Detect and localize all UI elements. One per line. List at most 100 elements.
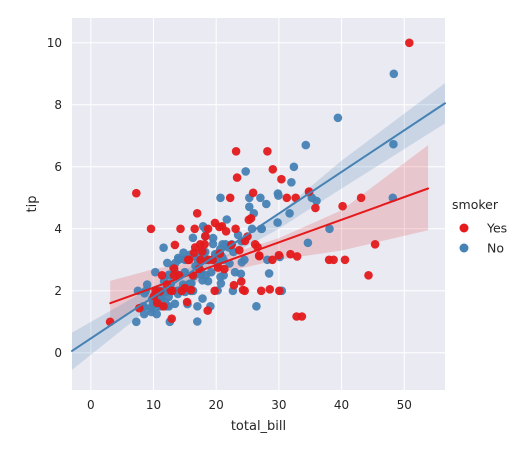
y-tick-labels: 0 2 4 6 8 10 <box>47 36 62 360</box>
point-yes <box>132 188 141 198</box>
point-yes <box>210 286 219 296</box>
point-yes <box>225 193 235 203</box>
point-yes <box>167 314 176 324</box>
point-yes <box>286 249 295 259</box>
point-no <box>303 238 313 248</box>
point-yes <box>182 297 192 307</box>
point-no <box>222 215 232 224</box>
point-yes <box>329 255 338 265</box>
point-yes <box>268 255 277 265</box>
point-no <box>325 224 334 234</box>
point-yes <box>229 280 239 290</box>
point-no <box>245 202 254 212</box>
point-yes <box>146 224 156 234</box>
point-yes <box>246 214 256 223</box>
point-yes <box>254 251 264 261</box>
regression-lines <box>71 102 446 352</box>
point-yes <box>221 227 231 236</box>
y-tick-label: 8 <box>54 98 62 112</box>
point-yes <box>210 218 220 228</box>
point-no <box>163 258 172 268</box>
point-yes <box>274 250 284 260</box>
x-tick-label: 30 <box>271 398 286 412</box>
point-yes <box>220 264 229 274</box>
point-yes <box>311 203 320 213</box>
legend-marker-yes <box>459 223 469 233</box>
regression-line-no <box>71 102 446 352</box>
point-no <box>142 280 152 289</box>
point-no <box>216 193 225 203</box>
point-no <box>241 167 250 176</box>
point-yes <box>152 298 162 308</box>
point-yes <box>340 255 350 265</box>
x-axis-label: total_bill <box>231 419 286 434</box>
x-tick-label: 20 <box>209 398 224 412</box>
point-yes <box>240 286 249 296</box>
point-no <box>389 69 399 79</box>
regression-line-yes <box>109 187 430 305</box>
point-yes <box>268 165 278 174</box>
point-no <box>208 233 218 243</box>
point-yes <box>135 303 144 313</box>
legend-marker-no <box>459 243 469 253</box>
point-no <box>152 309 161 319</box>
point-yes <box>256 286 266 296</box>
point-no <box>389 139 398 149</box>
point-no <box>151 267 160 277</box>
point-yes <box>235 245 244 255</box>
point-yes <box>292 252 302 261</box>
x-tick-label: 10 <box>146 398 161 412</box>
legend-label-yes: Yes <box>486 221 507 236</box>
point-no <box>285 209 294 218</box>
legend: smoker Yes No <box>452 197 507 256</box>
point-no <box>240 255 249 265</box>
point-no <box>301 140 311 150</box>
point-yes <box>170 240 180 250</box>
point-yes <box>196 255 205 265</box>
point-yes <box>231 224 240 234</box>
point-yes <box>338 201 347 211</box>
x-tick-labels: 0 10 20 30 40 50 <box>87 398 412 412</box>
point-yes <box>364 271 373 280</box>
point-yes <box>275 286 284 296</box>
y-tick-label: 4 <box>54 222 62 236</box>
point-no <box>262 199 271 209</box>
point-yes <box>157 271 167 280</box>
point-no <box>256 193 265 203</box>
y-tick-label: 0 <box>54 346 62 360</box>
point-yes <box>186 285 196 295</box>
point-no <box>188 233 198 243</box>
y-axis-label: tip <box>25 196 40 213</box>
point-yes <box>203 224 213 234</box>
point-yes <box>265 285 275 294</box>
point-yes <box>250 240 260 249</box>
point-no <box>132 317 141 327</box>
point-yes <box>263 147 272 156</box>
point-yes <box>190 224 199 234</box>
point-no <box>139 309 149 319</box>
point-yes <box>237 277 246 286</box>
legend-label-no: No <box>487 241 504 256</box>
point-no <box>230 267 240 277</box>
legend-title: smoker <box>452 197 499 212</box>
point-yes <box>183 255 193 265</box>
point-yes <box>168 286 177 296</box>
x-tick-label: 40 <box>334 398 349 412</box>
y-tick-label: 10 <box>47 36 62 50</box>
point-no <box>216 279 226 288</box>
point-no <box>219 271 228 280</box>
point-yes <box>192 209 202 218</box>
point-yes <box>405 38 414 48</box>
point-yes <box>243 232 252 241</box>
point-no <box>206 267 216 277</box>
point-yes <box>169 264 179 273</box>
point-yes <box>282 193 292 203</box>
point-no <box>198 294 207 303</box>
y-tick-label: 6 <box>54 160 62 174</box>
point-no <box>193 317 202 326</box>
x-tick-label: 50 <box>397 398 412 412</box>
point-no <box>312 196 321 206</box>
point-yes <box>198 247 207 256</box>
point-no <box>333 113 343 123</box>
